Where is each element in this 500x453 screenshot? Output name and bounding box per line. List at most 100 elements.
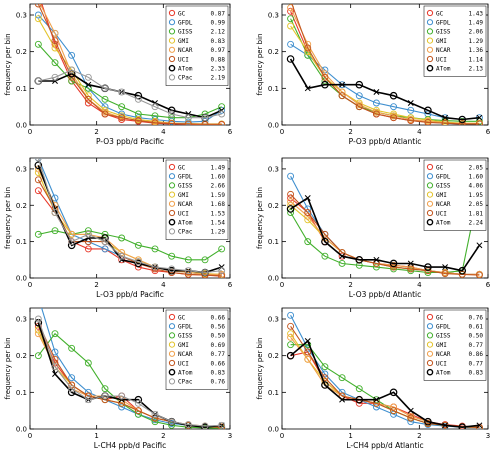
legend-series-name: GMI <box>436 192 447 199</box>
y-axis-label: frequency per bin <box>4 337 12 399</box>
data-point <box>68 238 76 246</box>
data-point <box>287 15 295 23</box>
data-point <box>101 385 109 393</box>
data-point <box>118 252 126 260</box>
legend-marker <box>426 64 434 72</box>
data-point <box>338 92 346 100</box>
data-point <box>321 73 329 81</box>
data-point <box>84 227 92 235</box>
data-point <box>304 338 311 344</box>
x-tick-label: 1 <box>348 432 352 440</box>
data-point <box>184 114 192 122</box>
y-tick-label: 0.3 <box>16 12 27 20</box>
data-point <box>286 351 295 360</box>
data-point <box>184 269 192 276</box>
data-point <box>118 110 126 118</box>
legend-series-score: 0.56 <box>211 324 226 331</box>
data-point <box>68 51 76 59</box>
x-tick-label: 4 <box>417 281 422 289</box>
data-point <box>51 59 59 67</box>
legend-series-name: GFDL <box>178 20 193 27</box>
data-point <box>35 0 41 3</box>
data-point <box>101 238 109 246</box>
data-point <box>201 256 209 264</box>
data-point <box>287 198 295 206</box>
plot-area <box>34 0 226 125</box>
data-point <box>373 256 380 263</box>
data-point <box>134 241 142 249</box>
chart-panel: 0 2 4 6 0.0 0.1 0.2 0.3 P-O3 ppb/d Pacific freque… <box>4 0 233 146</box>
legend-marker <box>168 182 176 189</box>
y-tick-label: 0.1 <box>268 238 279 246</box>
data-point <box>287 190 295 198</box>
data-point <box>34 4 42 8</box>
legend-series-name: NCAR <box>178 201 193 208</box>
data-point <box>34 161 43 170</box>
data-point <box>184 421 192 429</box>
data-point <box>304 85 311 92</box>
legend-series-name: GMI <box>436 342 447 349</box>
legend-series-name: NCAR <box>178 47 193 54</box>
x-tick-label: 3 <box>228 432 232 440</box>
legend-marker <box>426 313 434 321</box>
data-point <box>287 40 295 48</box>
data-point <box>34 352 42 360</box>
data-point <box>218 110 226 118</box>
data-point <box>287 322 295 330</box>
legend-series-name: ATom <box>436 220 451 227</box>
data-point <box>304 195 311 201</box>
legend-series-score: 2.66 <box>211 183 226 190</box>
x-tick-label: 0 <box>28 281 32 289</box>
data-point <box>68 374 76 382</box>
data-point <box>68 230 76 238</box>
x-tick-label: 2 <box>161 432 165 440</box>
data-point <box>201 269 209 276</box>
legend-series-score: 1.14 <box>469 56 484 63</box>
data-point <box>168 265 176 273</box>
data-point <box>458 266 467 275</box>
data-point <box>355 256 364 264</box>
legend-marker <box>426 332 434 339</box>
data-point <box>184 256 192 264</box>
legend-series-score: 2.33 <box>211 66 226 73</box>
data-point <box>34 11 42 19</box>
legend-series-name: GFDL <box>436 174 451 181</box>
plot-area <box>286 0 483 125</box>
legend-series-score: 2.12 <box>211 29 226 36</box>
legend-marker <box>426 218 434 226</box>
data-point <box>51 73 59 81</box>
legend-series-name: ATom <box>178 66 193 73</box>
y-tick-label: 0.2 <box>16 352 27 360</box>
y-tick-label: 0.2 <box>16 202 27 210</box>
data-point <box>118 103 126 111</box>
legend-marker <box>168 378 176 385</box>
data-point <box>424 417 432 426</box>
data-point <box>84 396 92 404</box>
x-tick-label: 0 <box>280 432 284 440</box>
chart-panel: 0 2 4 6 0.0 0.1 0.2 0.3 L-O3 ppb/d Atlantic frequ… <box>256 157 491 299</box>
legend-series-name: ATom <box>178 370 193 377</box>
data-point <box>288 0 294 3</box>
x-tick-label: 0 <box>280 281 284 289</box>
plot-area <box>34 308 226 429</box>
data-point <box>372 403 380 411</box>
data-point <box>339 81 346 88</box>
legend-marker <box>168 332 176 339</box>
chart-panel: 0 1 2 3 0.0 0.1 0.2 0.3 L-CH4 ppb/d Atlantic freq… <box>256 307 490 450</box>
legend-series-name: NCAR <box>178 351 193 358</box>
data-point <box>101 110 109 118</box>
data-point <box>304 348 312 356</box>
legend: GC 1.43 GFDL 1.49 GISS 2.06 GMI 1.29 NCAR 1.36 UCI… <box>423 5 487 77</box>
data-point <box>84 388 92 396</box>
data-point <box>101 392 109 400</box>
plot-frame <box>281 3 489 126</box>
data-point <box>390 403 398 411</box>
legend-marker <box>168 19 176 26</box>
data-point <box>151 245 159 253</box>
legend-series-score: 0.83 <box>469 370 484 377</box>
data-point <box>152 100 158 106</box>
legend-series-score: 1.29 <box>469 38 484 45</box>
y-tick-label: 0.3 <box>268 165 279 173</box>
data-point <box>304 238 312 246</box>
data-point <box>118 112 126 120</box>
